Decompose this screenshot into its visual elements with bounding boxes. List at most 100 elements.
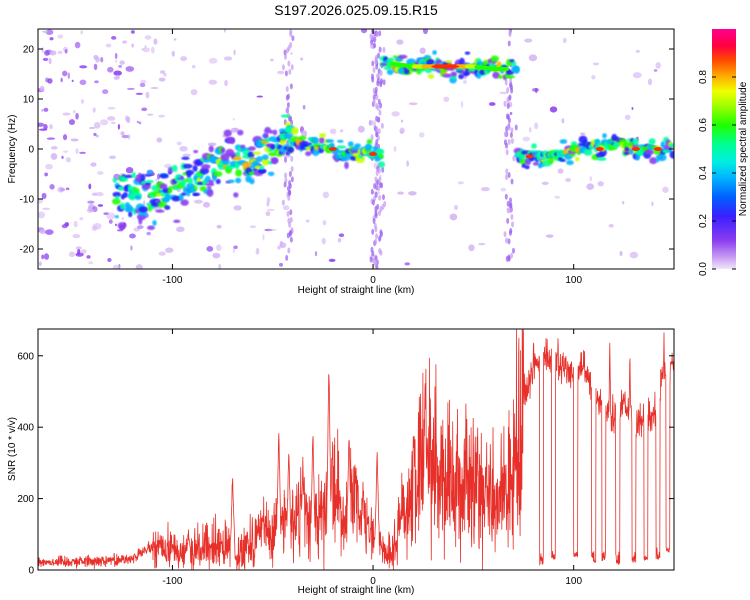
spectrogram-cell: [135, 264, 143, 269]
spectrogram-cell: [596, 157, 607, 161]
spectrogram-cell: [263, 132, 269, 140]
spectrogram-cell: [267, 171, 275, 177]
spectrogram-cell: [288, 229, 292, 236]
spectrogram-cell: [270, 144, 276, 150]
spectrogram-cell: [662, 186, 669, 193]
spectrogram-cell: [403, 68, 410, 75]
snr-plot-area: [38, 329, 674, 570]
spectrogram-cell: [507, 172, 511, 179]
spectrogram-cell: [224, 80, 228, 87]
spectrogram-cell: [377, 52, 381, 59]
spectrogram-cell: [167, 186, 173, 195]
spectrogram-cell: [419, 132, 425, 138]
spectrogram-cell: [45, 163, 53, 170]
spectrogram-cell: [669, 150, 674, 159]
spectrogram-cell: [249, 178, 255, 185]
spectrogram-cell: [57, 50, 63, 55]
spectrogram-cell: [406, 160, 410, 167]
spectrogram-cell: [302, 105, 306, 110]
x-tick-label: -100: [162, 576, 182, 587]
spectrogram-cell: [79, 217, 84, 221]
spectrogram-cell: [377, 116, 381, 123]
spectrogram-cell: [591, 74, 596, 80]
spectrogram-cell: [120, 131, 125, 136]
spectrogram-cell: [287, 194, 291, 201]
colorbar-tick-label: 0.6: [698, 118, 709, 132]
spectrogram-cell: [208, 79, 218, 85]
spectrogram-cell: [506, 217, 510, 224]
spectrogram-cell: [73, 220, 78, 228]
spectrogram-cell: [371, 60, 375, 67]
spectrogram-cell: [261, 158, 270, 166]
spectrogram-cell: [396, 39, 404, 45]
spectrogram-cell: [259, 165, 265, 170]
spectrogram-cell: [111, 198, 121, 205]
spectrogram-cell: [371, 146, 379, 150]
spectrogram-cell: [370, 73, 374, 80]
spectrogram-cell: [370, 39, 374, 46]
spectrogram-cell: [79, 79, 87, 86]
spectrogram-cell: [378, 46, 382, 53]
spectrogram-cell: [382, 46, 386, 53]
spectrogram-cell: [458, 73, 465, 80]
spectrogram-cell: [375, 170, 379, 177]
spectrogram-cell: [383, 200, 387, 207]
spectrogram-cell: [90, 162, 97, 167]
spectrogram-cell: [512, 155, 516, 162]
spectrogram-cell: [142, 47, 150, 53]
spectrogram-cell: [376, 77, 380, 84]
spectrogram-cell: [93, 132, 97, 136]
spectrogram-cell: [248, 146, 256, 151]
spectrogram-cell: [283, 49, 287, 56]
spectrogram-cell: [408, 102, 418, 106]
spectrogram-cell: [79, 65, 88, 69]
x-tick-label: 0: [370, 576, 376, 587]
spectrogram-cell: [86, 255, 91, 259]
spectrogram-cell: [648, 138, 656, 145]
spectrogram-cell: [511, 61, 517, 67]
colorbar-tick-label: 0.2: [698, 214, 709, 228]
spectrogram-cell: [93, 63, 98, 71]
spectrogram-cell: [505, 237, 509, 244]
spectrogram-cell: [50, 152, 58, 160]
y-tick-label: 10: [23, 95, 35, 106]
spectrogram-cell: [49, 37, 54, 41]
spectrogram-cell: [457, 181, 464, 185]
spectrogram-cell: [653, 69, 658, 72]
spectrogram-cell: [122, 40, 128, 44]
spectrogram-cell: [154, 199, 161, 203]
spectrogram-cell: [453, 205, 459, 211]
spectrogram-cell: [510, 252, 514, 259]
spectrogram-cell: [128, 134, 131, 140]
spectrogram-cell: [147, 170, 153, 175]
spectrogram-cell: [635, 153, 641, 161]
spectrogram-cell: [62, 112, 71, 116]
spectrogram-cell: [95, 192, 104, 197]
spectrogram-cell: [534, 122, 539, 130]
spectrogram-cell: [463, 80, 467, 84]
spectrogram-cell: [190, 89, 198, 96]
spectrogram-cell: [284, 70, 288, 77]
spectrogram-cell: [117, 123, 120, 130]
spectrogram-cell: [422, 29, 428, 35]
spectrogram-cell: [318, 133, 327, 138]
spectrogram-cell: [60, 77, 63, 83]
spectrogram-cell: [519, 154, 527, 160]
spectrogram-cell: [325, 139, 334, 143]
spectrogram-cell: [67, 72, 71, 80]
spectrogram-cell: [156, 137, 163, 143]
spectrogram-cell: [277, 245, 281, 250]
spectrogram-cell: [223, 129, 232, 137]
spectrogram-cell: [624, 146, 630, 152]
spectrogram-cell: [375, 264, 379, 269]
snr-panel: -100 0 100 0 200 400 600 Height of straight li…: [7, 328, 675, 596]
spectrogram-cell: [419, 47, 426, 54]
spectrogram-cell: [97, 171, 104, 175]
spectrogram-cell: [290, 155, 294, 162]
spectrogram-cell: [651, 201, 654, 206]
spectrogram-cell: [283, 133, 293, 139]
spectrogram-cell: [208, 145, 214, 153]
spectrogram-cell: [72, 109, 76, 114]
spectrogram-cell: [559, 158, 566, 162]
spectrogram-cell: [657, 153, 667, 162]
